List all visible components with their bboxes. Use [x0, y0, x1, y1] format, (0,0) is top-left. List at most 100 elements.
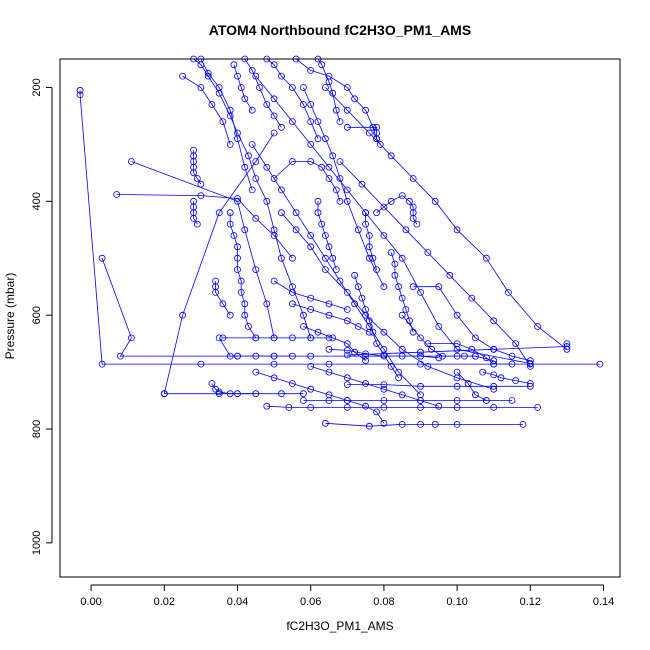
data-point — [329, 152, 337, 160]
data-point — [398, 345, 406, 353]
data-point — [307, 385, 315, 393]
data-point — [321, 254, 329, 262]
data-point — [307, 232, 315, 239]
data-point — [270, 374, 278, 382]
data-point — [354, 226, 362, 234]
series-line-25 — [347, 126, 381, 145]
data-point — [160, 390, 168, 398]
data-point — [391, 271, 399, 279]
y-tick-label: 200 — [31, 78, 43, 96]
data-point — [252, 390, 260, 398]
data-point — [439, 352, 446, 360]
data-point — [351, 271, 359, 279]
series-line-26 — [273, 161, 341, 202]
data-point — [398, 391, 406, 399]
data-point — [435, 354, 443, 362]
chart-title: ATOM4 Northbound fC2H3O_PM1_AMS — [209, 22, 471, 38]
data-point — [270, 277, 278, 285]
series-line-41 — [456, 371, 487, 401]
data-point — [365, 254, 373, 262]
data-point — [292, 209, 300, 217]
data-point — [490, 317, 498, 325]
data-point — [193, 175, 201, 182]
data-point — [215, 390, 223, 398]
data-point — [277, 254, 285, 262]
data-point — [204, 72, 212, 80]
data-point — [336, 175, 344, 182]
data-point — [409, 175, 417, 182]
data-point — [270, 352, 278, 360]
data-point — [365, 129, 373, 137]
x-tick-label: 0.04 — [227, 596, 248, 608]
data-point — [398, 420, 406, 428]
data-point — [508, 397, 516, 404]
data-point — [534, 323, 541, 330]
series-line-45 — [339, 161, 531, 367]
data-point — [307, 334, 315, 342]
data-point — [215, 388, 223, 396]
data-point — [248, 186, 256, 194]
data-point — [453, 311, 461, 319]
data-point — [241, 163, 249, 171]
data-point — [270, 334, 278, 342]
data-point — [270, 226, 278, 234]
data-point — [234, 195, 241, 202]
x-axis-label: fC2H3O_PM1_AMS — [286, 619, 393, 633]
data-point — [307, 362, 315, 370]
series-line-40 — [482, 371, 531, 384]
y-axis-label: Pressure (mbar) — [3, 273, 17, 360]
data-point — [318, 220, 326, 228]
data-point — [395, 368, 403, 376]
data-point — [285, 403, 293, 411]
data-point — [508, 360, 516, 368]
data-point — [252, 368, 260, 376]
data-point — [512, 377, 520, 385]
data-point — [380, 403, 388, 411]
data-point — [245, 323, 252, 330]
data-point — [398, 294, 406, 302]
data-point — [336, 118, 344, 125]
data-point — [263, 101, 271, 108]
data-point — [314, 135, 322, 143]
data-point — [417, 360, 424, 368]
data-point — [314, 118, 322, 125]
series-line-8 — [182, 75, 231, 145]
data-point — [402, 306, 410, 313]
data-point — [226, 390, 234, 398]
data-point — [325, 163, 333, 171]
data-point — [398, 311, 406, 319]
data-point — [398, 192, 406, 200]
data-point — [325, 334, 333, 342]
data-point — [362, 311, 370, 319]
data-point — [417, 348, 424, 356]
data-point — [241, 226, 249, 234]
data-point — [417, 334, 424, 342]
x-tick-label: 0.06 — [300, 596, 321, 608]
data-point — [508, 352, 516, 360]
series-line-6 — [193, 58, 312, 339]
data-point — [417, 288, 424, 296]
data-point — [424, 340, 432, 348]
y-tick-label: 1000 — [31, 531, 43, 555]
data-point — [490, 371, 498, 379]
data-point — [398, 352, 406, 360]
data-point — [307, 67, 315, 74]
data-point — [490, 360, 498, 368]
data-point — [270, 360, 278, 368]
data-point — [288, 380, 296, 387]
series-line-16 — [266, 405, 538, 408]
data-point — [351, 95, 359, 103]
data-point — [362, 350, 370, 358]
data-point — [362, 357, 370, 365]
data-point — [197, 84, 205, 91]
data-point — [197, 192, 205, 200]
data-point — [299, 84, 307, 91]
data-point — [318, 61, 326, 69]
data-point — [234, 254, 241, 262]
data-point — [336, 197, 344, 205]
data-point — [365, 422, 373, 430]
data-point — [248, 140, 256, 148]
data-point — [307, 243, 315, 251]
data-point — [490, 345, 498, 353]
series-points — [76, 55, 604, 430]
